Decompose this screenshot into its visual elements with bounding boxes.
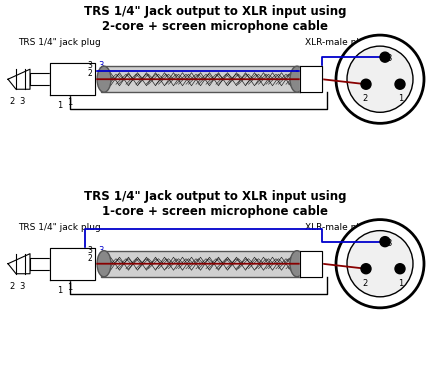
Text: 3: 3 bbox=[98, 61, 103, 70]
Circle shape bbox=[336, 35, 424, 123]
Text: 1: 1 bbox=[398, 94, 404, 103]
Polygon shape bbox=[8, 254, 30, 274]
Polygon shape bbox=[8, 69, 30, 89]
Text: 2: 2 bbox=[362, 279, 368, 288]
Text: 2-core + screen microphone cable: 2-core + screen microphone cable bbox=[102, 20, 328, 33]
Polygon shape bbox=[300, 66, 322, 92]
Polygon shape bbox=[50, 63, 95, 95]
Circle shape bbox=[347, 231, 413, 297]
Text: TRS 1/4" Jack output to XLR input using: TRS 1/4" Jack output to XLR input using bbox=[84, 5, 346, 18]
Text: 3: 3 bbox=[87, 246, 92, 255]
Ellipse shape bbox=[290, 251, 304, 277]
Text: 3: 3 bbox=[19, 282, 25, 291]
Circle shape bbox=[395, 79, 405, 89]
Polygon shape bbox=[300, 251, 322, 277]
Polygon shape bbox=[30, 73, 50, 85]
Polygon shape bbox=[30, 258, 50, 270]
Circle shape bbox=[395, 264, 405, 274]
Text: 2: 2 bbox=[98, 254, 103, 263]
Text: 1: 1 bbox=[57, 101, 63, 110]
Text: 3: 3 bbox=[87, 61, 92, 70]
Ellipse shape bbox=[97, 66, 111, 92]
Text: 3: 3 bbox=[19, 97, 25, 106]
Polygon shape bbox=[300, 251, 322, 277]
Ellipse shape bbox=[97, 251, 111, 277]
Bar bbox=[101, 251, 300, 277]
Circle shape bbox=[380, 237, 390, 246]
Bar bbox=[101, 66, 300, 92]
Text: 2: 2 bbox=[87, 254, 92, 263]
Polygon shape bbox=[300, 66, 322, 92]
Circle shape bbox=[361, 79, 371, 89]
Text: 1: 1 bbox=[57, 286, 63, 295]
Circle shape bbox=[347, 46, 413, 112]
Text: 2: 2 bbox=[9, 282, 15, 291]
Text: 2: 2 bbox=[87, 69, 92, 78]
Circle shape bbox=[336, 220, 424, 308]
Text: 2: 2 bbox=[9, 97, 15, 106]
Polygon shape bbox=[50, 248, 95, 280]
Text: XLR-male plug: XLR-male plug bbox=[305, 38, 371, 47]
Polygon shape bbox=[50, 248, 95, 280]
Ellipse shape bbox=[290, 66, 304, 92]
Text: 1: 1 bbox=[398, 279, 404, 288]
Text: 2: 2 bbox=[98, 69, 103, 78]
Text: 1: 1 bbox=[68, 98, 73, 107]
Text: 3: 3 bbox=[98, 246, 103, 255]
Polygon shape bbox=[50, 63, 95, 95]
Text: XLR-male plug: XLR-male plug bbox=[305, 223, 371, 232]
Text: TRS 1/4" jack plug: TRS 1/4" jack plug bbox=[18, 223, 101, 232]
Text: 2: 2 bbox=[362, 94, 368, 103]
Text: 1-core + screen microphone cable: 1-core + screen microphone cable bbox=[102, 204, 328, 218]
Text: TRS 1/4" jack plug: TRS 1/4" jack plug bbox=[18, 38, 101, 47]
Text: 1: 1 bbox=[68, 283, 73, 292]
Text: TRS 1/4" Jack output to XLR input using: TRS 1/4" Jack output to XLR input using bbox=[84, 190, 346, 203]
Text: 3: 3 bbox=[386, 54, 392, 63]
Circle shape bbox=[361, 264, 371, 274]
Text: 3: 3 bbox=[386, 239, 392, 248]
Circle shape bbox=[380, 52, 390, 62]
